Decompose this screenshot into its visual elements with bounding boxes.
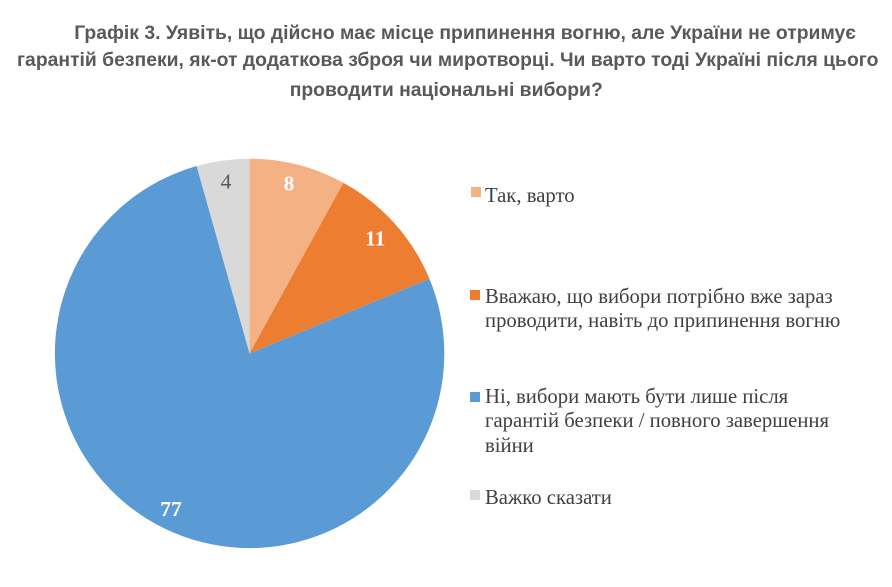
svg-text:8: 8 <box>284 172 295 196</box>
svg-text:77: 77 <box>160 497 182 521</box>
svg-text:4: 4 <box>221 169 232 193</box>
svg-text:11: 11 <box>365 227 385 251</box>
